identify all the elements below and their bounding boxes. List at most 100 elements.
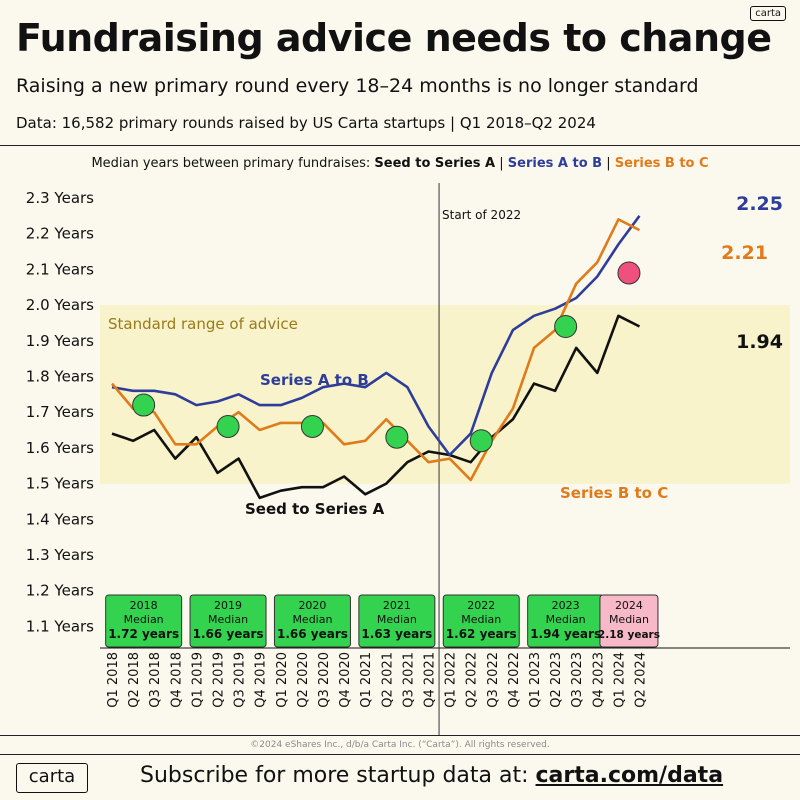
seed-to-a-end-value: 1.94 bbox=[736, 331, 783, 353]
x-tick-label: Q2 2024 bbox=[634, 652, 649, 708]
median-box-value: 1.66 years bbox=[193, 627, 264, 641]
bottom-divider bbox=[0, 735, 800, 736]
y-tick-label: 1.2 Years bbox=[26, 582, 94, 600]
carta-badge[interactable]: carta bbox=[750, 6, 786, 21]
x-tick-label: Q2 2018 bbox=[127, 652, 142, 708]
b-to-c-line bbox=[111, 218, 641, 482]
footer-cta-link[interactable]: carta.com/data bbox=[535, 763, 724, 788]
x-tick-label: Q3 2019 bbox=[233, 652, 248, 708]
x-tick-label: Q1 2020 bbox=[275, 652, 290, 708]
x-tick-label: Q3 2022 bbox=[486, 652, 501, 708]
y-tick-label: 1.4 Years bbox=[26, 510, 94, 528]
legend-seed-to-a: Seed to Series A bbox=[374, 156, 496, 171]
copyright: ©2024 eShares Inc., d/b/a Carta Inc. (“C… bbox=[250, 740, 550, 750]
a-to-b-line bbox=[111, 215, 641, 457]
y-tick-label: 1.8 Years bbox=[26, 368, 94, 386]
median-box-label: Median bbox=[292, 613, 332, 626]
x-tick-label: Q4 2019 bbox=[254, 652, 269, 708]
median-box bbox=[105, 594, 183, 648]
x-tick-label: Q1 2024 bbox=[612, 652, 627, 708]
x-tick-label: Q4 2018 bbox=[169, 652, 184, 708]
median-marker bbox=[469, 429, 493, 453]
standard-range-label: Standard range of advice bbox=[108, 315, 298, 333]
a-to-b-end-value: 2.25 bbox=[736, 193, 783, 215]
x-tick-label: Q3 2021 bbox=[401, 652, 416, 708]
x-tick-label: Q3 2020 bbox=[317, 652, 332, 708]
median-marker bbox=[617, 261, 641, 285]
seed-to-a-label: Seed to Series A bbox=[245, 500, 385, 518]
data-source: Data: 16,582 primary rounds raised by US… bbox=[16, 114, 596, 132]
legend-prefix: Median years between primary fundraises: bbox=[91, 156, 371, 171]
y-tick-label: 1.7 Years bbox=[26, 403, 94, 421]
median-marker bbox=[554, 315, 578, 339]
legend-a-to-b: Series A to B bbox=[507, 156, 603, 171]
median-box-value: 1.63 years bbox=[361, 627, 432, 641]
footer-divider bbox=[0, 754, 800, 755]
page-subtitle: Raising a new primary round every 18–24 … bbox=[16, 75, 699, 97]
y-tick-label: 1.6 Years bbox=[26, 439, 94, 457]
x-tick-label: Q4 2021 bbox=[423, 652, 438, 708]
legend-separator: | bbox=[606, 156, 611, 171]
x-tick-label: Q4 2020 bbox=[338, 652, 353, 708]
top-divider bbox=[0, 145, 800, 146]
median-marker bbox=[216, 414, 240, 438]
x-tick-label: Q2 2022 bbox=[465, 652, 480, 708]
median-box-year: 2023 bbox=[552, 599, 580, 612]
y-tick-label: 2.3 Years bbox=[26, 189, 94, 207]
median-box bbox=[189, 594, 267, 648]
x-tick-label: Q4 2022 bbox=[507, 652, 522, 708]
median-box-year: 2019 bbox=[214, 599, 242, 612]
median-box bbox=[358, 594, 436, 648]
y-tick-label: 2.1 Years bbox=[26, 260, 94, 278]
median-box-value: 1.72 years bbox=[108, 627, 179, 641]
x-tick-label: Q1 2019 bbox=[190, 652, 205, 708]
median-box bbox=[442, 594, 520, 648]
median-box-label: Median bbox=[208, 613, 248, 626]
x-tick-label: Q2 2021 bbox=[380, 652, 395, 708]
y-tick-label: 1.5 Years bbox=[26, 475, 94, 493]
x-tick-label: Q1 2021 bbox=[359, 652, 374, 708]
median-box-label: Median bbox=[377, 613, 417, 626]
median-box-label: Median bbox=[546, 613, 586, 626]
median-box-year: 2024 bbox=[615, 599, 643, 612]
footer-cta-prefix: Subscribe for more startup data at: bbox=[140, 763, 529, 788]
median-box-value: 2.18 years bbox=[598, 629, 660, 641]
median-marker bbox=[132, 393, 156, 417]
y-tick-label: 1.1 Years bbox=[26, 617, 94, 635]
median-box-value: 1.66 years bbox=[277, 627, 348, 641]
x-tick-label: Q1 2022 bbox=[444, 652, 459, 708]
x-tick-label: Q3 2023 bbox=[570, 652, 585, 708]
y-tick-label: 2.0 Years bbox=[26, 296, 94, 314]
median-box-year: 2022 bbox=[467, 599, 495, 612]
footer-cta: Subscribe for more startup data at: cart… bbox=[140, 763, 723, 788]
x-tick-label: Q1 2018 bbox=[106, 652, 121, 708]
y-tick-label: 1.9 Years bbox=[26, 332, 94, 350]
start-2022-label: Start of 2022 bbox=[442, 208, 521, 222]
x-tick-label: Q2 2020 bbox=[296, 652, 311, 708]
a-to-b-label: Series A to B bbox=[260, 371, 369, 389]
median-box-year: 2018 bbox=[130, 599, 158, 612]
x-tick-label: Q4 2023 bbox=[591, 652, 606, 708]
x-tick-label: Q2 2023 bbox=[549, 652, 564, 708]
median-box-label: Median bbox=[124, 613, 164, 626]
page-title: Fundraising advice needs to change bbox=[16, 16, 772, 60]
y-tick-label: 2.2 Years bbox=[26, 225, 94, 243]
median-box-year: 2021 bbox=[383, 599, 411, 612]
median-marker bbox=[300, 414, 324, 438]
median-box-label: Median bbox=[609, 613, 649, 626]
b-to-c-label: Series B to C bbox=[560, 484, 668, 502]
median-box bbox=[273, 594, 351, 648]
legend-b-to-c: Series B to C bbox=[614, 156, 709, 171]
median-marker bbox=[385, 425, 409, 449]
x-tick-label: Q2 2019 bbox=[212, 652, 227, 708]
seed-to-a-line bbox=[111, 314, 641, 500]
y-tick-label: 1.3 Years bbox=[26, 546, 94, 564]
legend-separator: | bbox=[499, 156, 504, 171]
x-tick-label: Q1 2023 bbox=[528, 652, 543, 708]
carta-logo[interactable]: carta bbox=[16, 763, 88, 793]
median-box-label: Median bbox=[461, 613, 501, 626]
chart-legend: Median years between primary fundraises:… bbox=[0, 156, 800, 171]
x-tick-label: Q3 2018 bbox=[148, 652, 163, 708]
b-to-c-end-value: 2.21 bbox=[721, 242, 768, 264]
